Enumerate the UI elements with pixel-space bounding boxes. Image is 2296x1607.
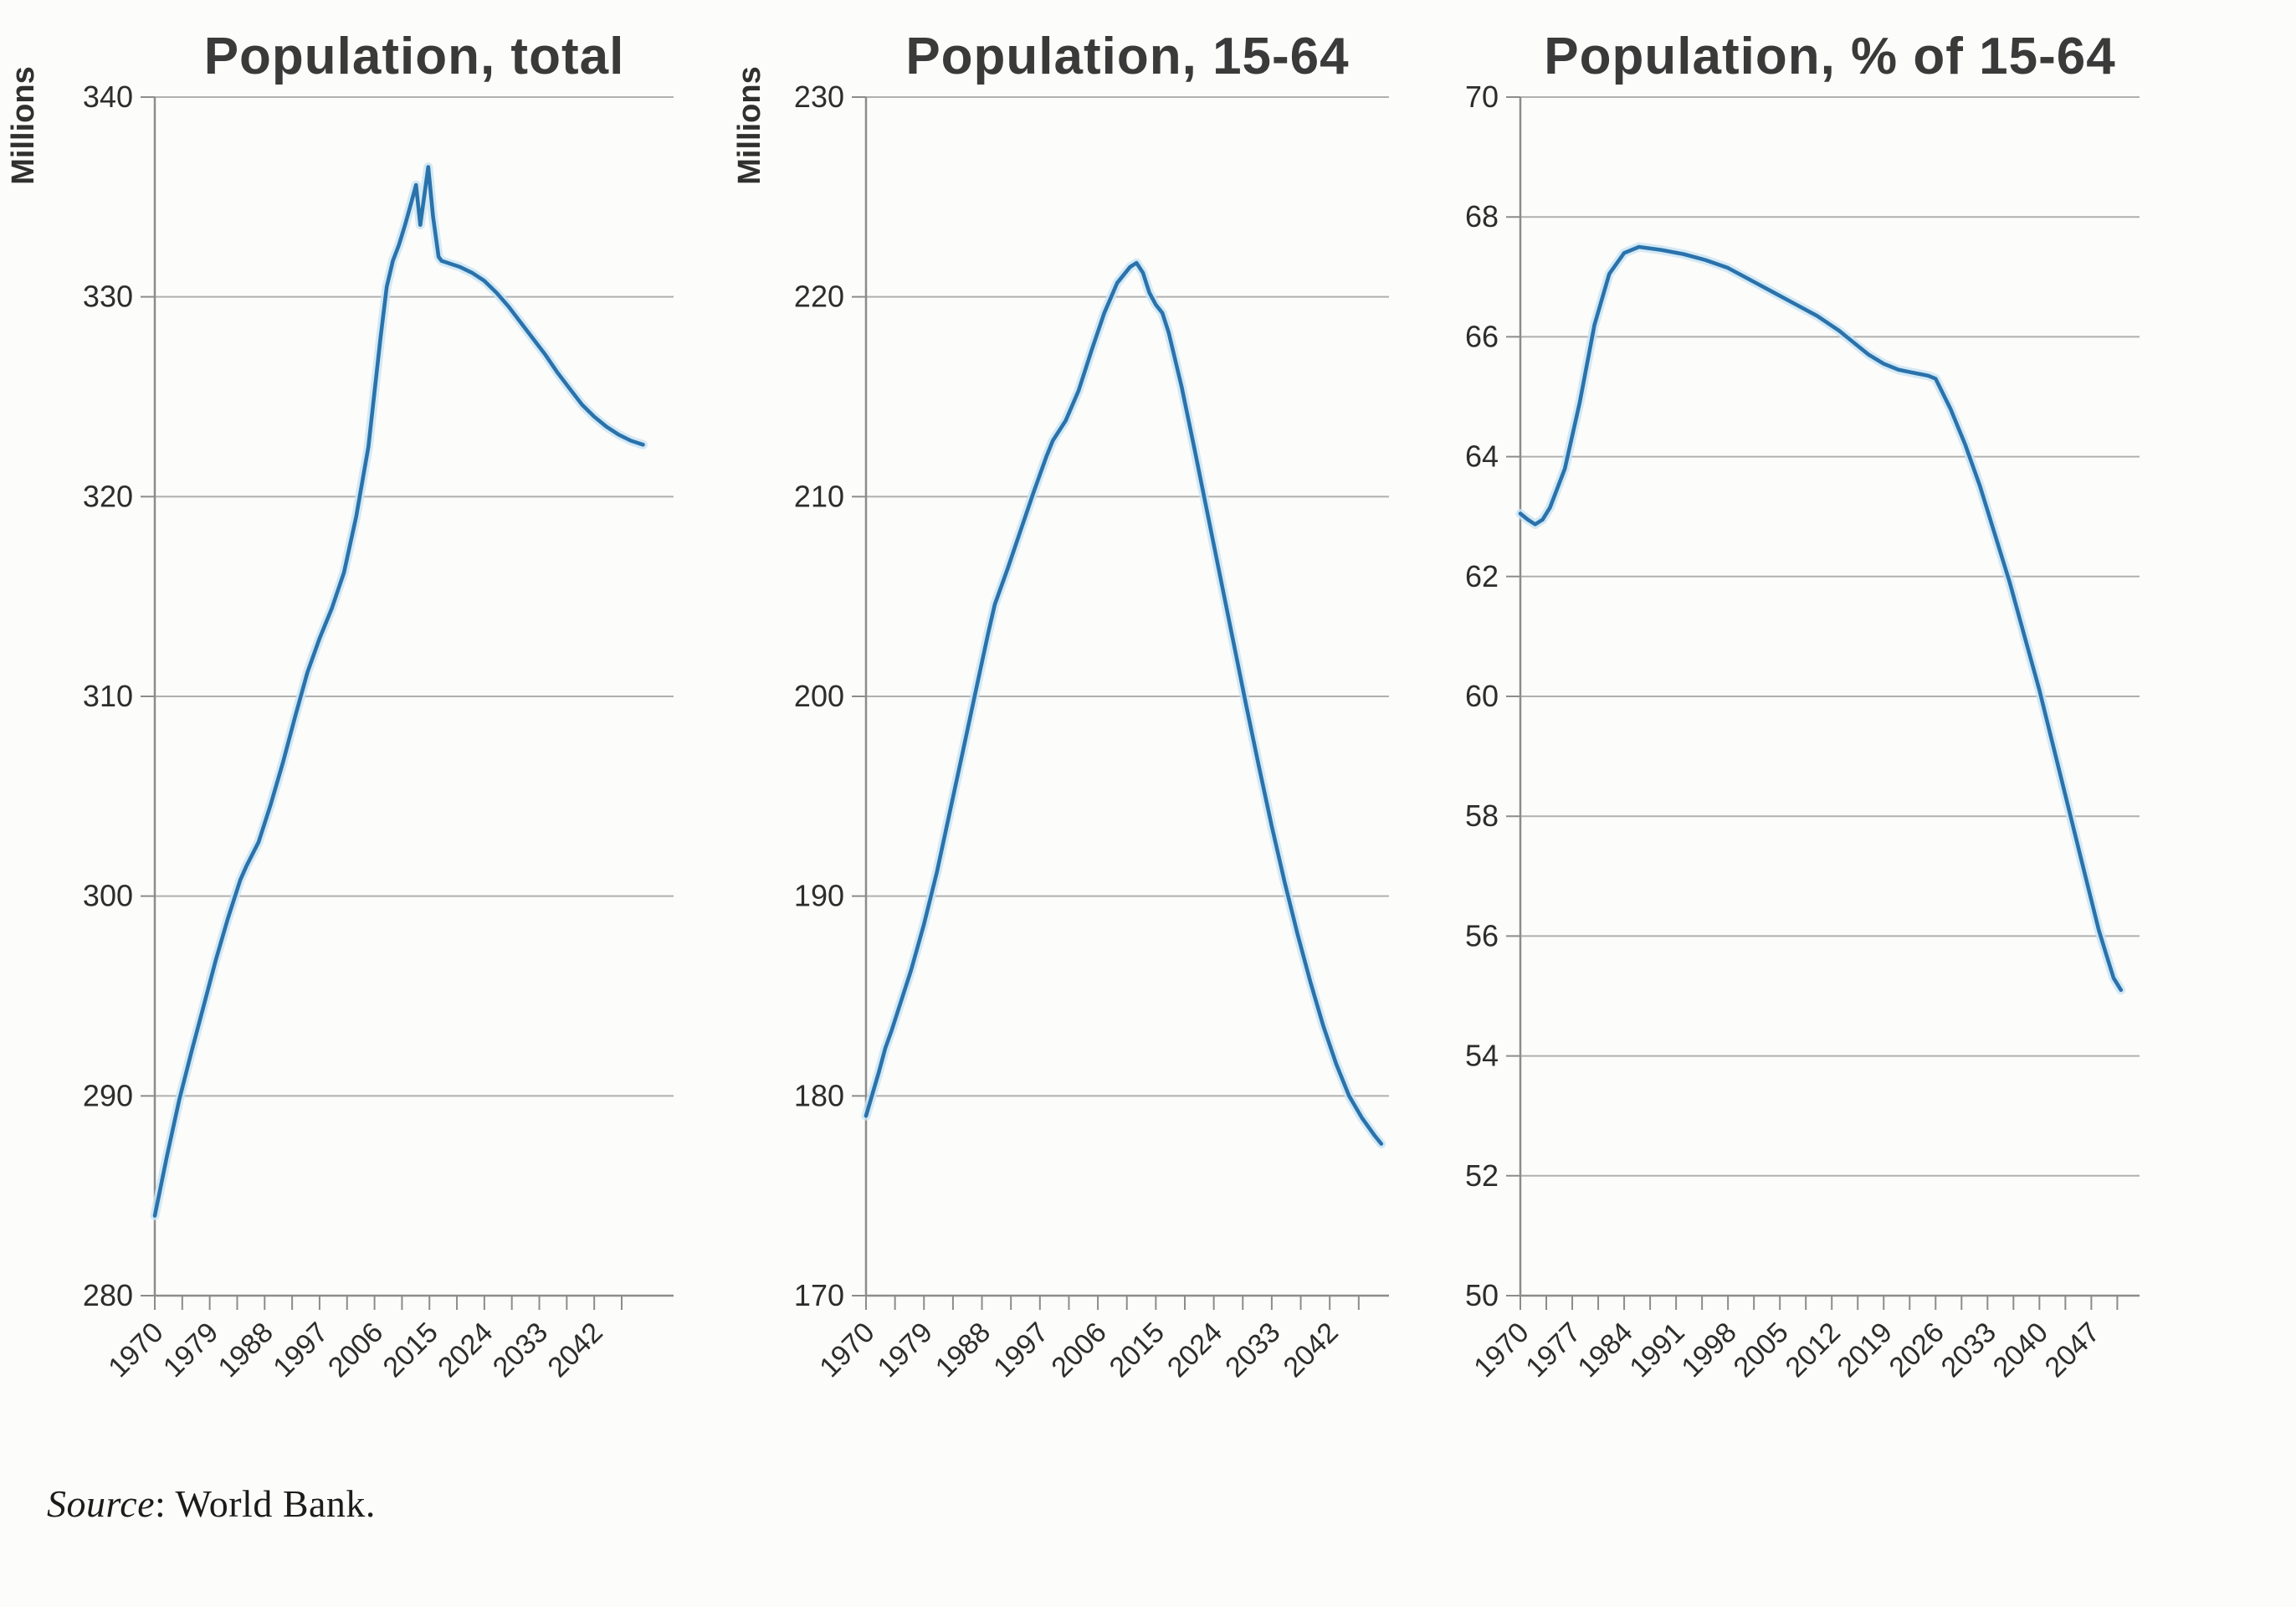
x-tick-label: 1970	[1468, 1317, 1535, 1384]
series-line	[152, 165, 645, 1218]
x-tick-label: 2033	[1935, 1317, 2002, 1384]
x-tick-label: 1988	[930, 1317, 997, 1384]
x-tick-label: 2006	[1045, 1317, 1112, 1384]
chart-population-pct-15-64: 50 52 54 56 58 60 62 64 66 68 70 197019771984199119…	[1465, 28, 2140, 1384]
x-tick-label: 1970	[813, 1317, 880, 1384]
y-tick-label: 64	[1465, 439, 1499, 474]
x-tick-label: 2024	[432, 1317, 499, 1384]
x-tick-label: 2006	[322, 1317, 389, 1384]
y-tick-label: 52	[1465, 1158, 1499, 1193]
series-line-halo	[1515, 242, 2126, 995]
y-tick-label: 190	[794, 879, 844, 913]
x-tick-label: 1970	[102, 1317, 169, 1384]
x-tick-label: 1979	[872, 1317, 939, 1384]
x-tick-label: 1977	[1520, 1317, 1586, 1384]
y-tick-label: 210	[794, 479, 844, 513]
x-tick-label: 2024	[1161, 1317, 1228, 1384]
x-tick-label: 1997	[987, 1317, 1054, 1384]
y-tick-label: 200	[794, 679, 844, 713]
y-tick-label: 68	[1465, 199, 1499, 234]
x-tick-label: 2015	[1104, 1317, 1171, 1384]
x-tick-label: 2012	[1780, 1317, 1847, 1384]
source-label: Source	[47, 1482, 156, 1525]
x-tick-label: 1984	[1571, 1317, 1638, 1384]
x-tick-label: 1988	[213, 1317, 279, 1384]
x-tick-label: 2033	[487, 1317, 554, 1384]
y-axis-unit-label: Millions	[6, 66, 41, 184]
y-tick-label: 50	[1465, 1278, 1499, 1312]
y-tick-label: 62	[1465, 559, 1499, 593]
series-line	[864, 260, 1384, 1146]
y-tick-label: 310	[83, 679, 133, 713]
y-tick-label: 290	[83, 1078, 133, 1112]
x-tick-label: 1979	[157, 1317, 224, 1384]
y-tick-label: 60	[1465, 679, 1499, 713]
y-tick-label: 340	[83, 80, 133, 114]
chart-title: Population, total	[204, 28, 625, 85]
x-tick-label: 2047	[2039, 1317, 2106, 1384]
y-axis-unit-label: Millions	[732, 66, 767, 184]
y-tick-label: 280	[83, 1278, 133, 1312]
source-note: Source: World Bank.	[47, 1481, 376, 1526]
x-tick-label: 2019	[1832, 1317, 1899, 1384]
chart-title: Population, % of 15-64	[1544, 28, 2115, 85]
x-tick-label: 2040	[1987, 1317, 2054, 1384]
chart-title: Population, 15-64	[905, 28, 1349, 85]
x-tick-label: 1997	[267, 1317, 334, 1384]
y-tick-label: 180	[794, 1078, 844, 1112]
x-tick-label: 1991	[1623, 1317, 1690, 1384]
y-tick-label: 330	[83, 280, 133, 314]
source-text: : World Bank.	[155, 1482, 376, 1525]
y-tick-label: 54	[1465, 1039, 1499, 1073]
y-tick-label: 56	[1465, 918, 1499, 952]
y-tick-label: 70	[1465, 80, 1499, 114]
x-tick-label: 2042	[1277, 1317, 1344, 1384]
chart-population-15-64: 170 180 190 200 210 220 230 1970197919881997200…	[732, 28, 1389, 1384]
chart-population-total: 280 290 300 310 320 330 340 1970197919881997200…	[6, 28, 674, 1384]
x-tick-label: 2015	[377, 1317, 444, 1384]
y-tick-label: 320	[83, 479, 133, 513]
x-tick-label: 2005	[1727, 1317, 1794, 1384]
y-tick-label: 58	[1465, 798, 1499, 833]
x-tick-label: 1998	[1675, 1317, 1742, 1384]
series-line-halo	[861, 258, 1386, 1149]
x-tick-label: 2026	[1883, 1317, 1950, 1384]
y-tick-label: 170	[794, 1278, 844, 1312]
y-tick-label: 220	[794, 280, 844, 314]
series-line-halo	[150, 162, 648, 1220]
y-tick-label: 66	[1465, 319, 1499, 353]
x-tick-label: 2033	[1219, 1317, 1286, 1384]
y-tick-label: 300	[83, 879, 133, 913]
x-tick-label: 2042	[541, 1317, 608, 1384]
y-tick-label: 230	[794, 80, 844, 114]
series-line	[1518, 244, 2124, 993]
